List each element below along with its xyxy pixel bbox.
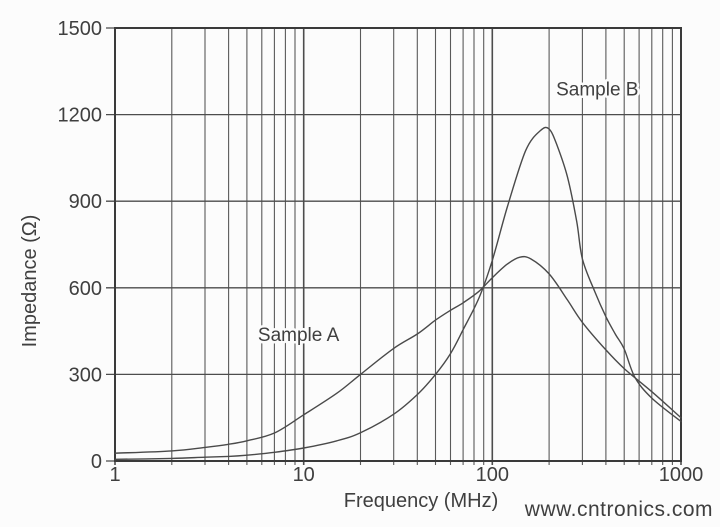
tick-label-layer: 0 300 600 900 1200 1500 1 10 100 1000 [58, 18, 704, 486]
x-tick-label: 1000 [659, 464, 704, 486]
series-label-sample-a: Sample A [258, 325, 340, 346]
y-tick-label: 1500 [58, 18, 103, 40]
watermark-text: www.cntronics.com [524, 498, 713, 521]
x-tick-label: 100 [476, 464, 509, 486]
curve-sample-b [114, 126, 682, 460]
y-tick-label: 1200 [58, 105, 103, 127]
x-tick-label: 1 [109, 464, 120, 486]
y-tick-label: 300 [69, 364, 102, 386]
series-annotation-layer: Sample A Sample B [255, 77, 641, 348]
curve-sample-a [114, 255, 682, 454]
y-tick-label: 600 [69, 278, 102, 300]
y-tick-label: 900 [69, 191, 102, 213]
series-label-sample-b: Sample B [556, 80, 638, 101]
y-axis-title: Impedance (Ω) [19, 215, 41, 348]
plot-frame [114, 27, 682, 462]
y-tick-label: 0 [91, 451, 102, 473]
plot-border [114, 27, 682, 462]
x-axis-title: Frequency (MHz) [344, 490, 498, 512]
x-tick-label: 10 [293, 464, 315, 486]
curve-layer [114, 126, 682, 460]
